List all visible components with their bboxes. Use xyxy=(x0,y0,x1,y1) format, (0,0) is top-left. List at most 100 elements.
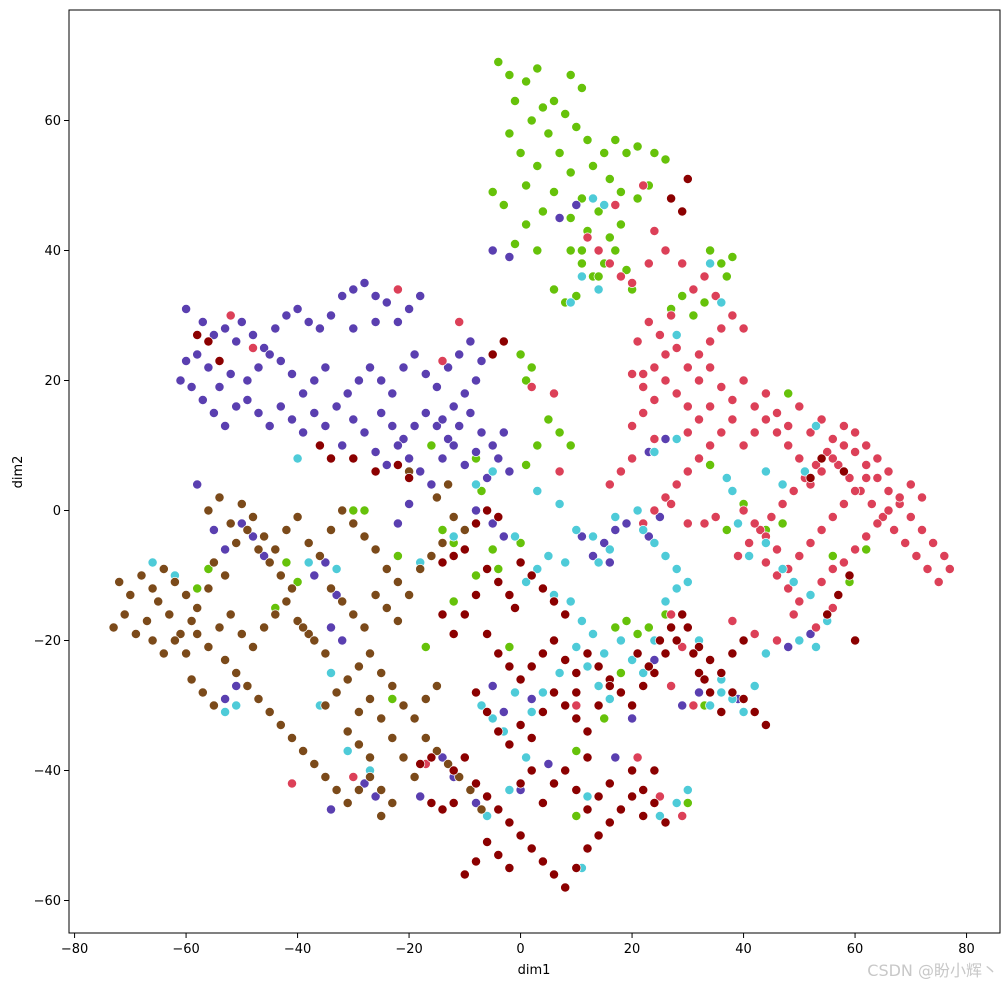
scatter-point xyxy=(576,83,587,93)
x-tick-label: 60 xyxy=(847,942,864,957)
scatter-point xyxy=(392,440,403,451)
scatter-point xyxy=(694,687,704,698)
scatter-point xyxy=(560,882,571,893)
scatter-point xyxy=(716,707,727,717)
scatter-point xyxy=(448,629,459,639)
scatter-point xyxy=(543,128,554,139)
scatter-point xyxy=(471,687,481,698)
scatter-point xyxy=(192,583,203,594)
scatter-point xyxy=(493,850,504,860)
scatter-point xyxy=(749,518,760,529)
scatter-point xyxy=(682,518,693,529)
scatter-point xyxy=(671,388,682,399)
scatter-point xyxy=(694,642,704,652)
scatter-point xyxy=(883,505,894,516)
scatter-point xyxy=(604,694,615,704)
scatter-point xyxy=(515,778,526,789)
scatter-point xyxy=(487,245,498,256)
scatter-point xyxy=(588,193,598,204)
scatter-point xyxy=(426,440,437,451)
scatter-point xyxy=(788,577,799,587)
scatter-point xyxy=(203,505,214,516)
scatter-point xyxy=(671,330,682,340)
scatter-point xyxy=(303,317,314,327)
scatter-point xyxy=(381,297,392,308)
scatter-point xyxy=(749,707,760,717)
scatter-point xyxy=(599,200,610,210)
scatter-point xyxy=(627,765,638,776)
scatter-point xyxy=(599,538,610,548)
scatter-point xyxy=(688,310,699,321)
scatter-point xyxy=(677,206,688,217)
scatter-point xyxy=(459,525,470,535)
scatter-point xyxy=(549,596,559,607)
scatter-point xyxy=(203,564,214,574)
x-tick-label: 20 xyxy=(624,942,641,957)
scatter-point xyxy=(593,681,604,691)
scatter-point xyxy=(220,694,231,704)
scatter-point xyxy=(231,538,242,548)
scatter-point xyxy=(850,486,861,496)
scatter-point xyxy=(320,557,331,568)
scatter-point xyxy=(387,421,398,431)
scatter-point xyxy=(889,525,900,535)
scatter-point xyxy=(827,551,838,561)
scatter-point xyxy=(526,661,537,672)
scatter-point xyxy=(610,135,621,145)
scatter-point xyxy=(392,317,403,327)
scatter-point xyxy=(710,291,721,301)
scatter-point xyxy=(264,349,275,360)
scatter-point xyxy=(543,551,554,561)
scatter-point xyxy=(727,616,738,626)
scatter-point xyxy=(917,492,927,503)
scatter-point xyxy=(248,642,258,652)
scatter-point xyxy=(582,661,593,672)
scatter-point xyxy=(326,668,336,678)
scatter-point xyxy=(838,421,849,431)
scatter-point xyxy=(532,440,543,451)
scatter-point xyxy=(632,648,643,659)
scatter-point xyxy=(905,479,916,490)
scatter-point xyxy=(666,193,677,204)
scatter-point xyxy=(838,440,849,451)
scatter-point xyxy=(716,297,727,308)
scatter-point xyxy=(370,447,381,457)
scatter-point xyxy=(348,505,359,516)
x-tick-label: −80 xyxy=(61,942,88,957)
scatter-point xyxy=(705,655,716,665)
scatter-point xyxy=(504,252,515,262)
scatter-point xyxy=(320,772,331,782)
scatter-point xyxy=(549,635,559,646)
scatter-point xyxy=(431,492,442,503)
scatter-point xyxy=(392,518,403,529)
scatter-point xyxy=(537,687,548,698)
scatter-point xyxy=(264,421,275,431)
scatter-point xyxy=(365,362,375,373)
scatter-point xyxy=(582,843,593,854)
scatter-point xyxy=(510,603,520,613)
scatter-point xyxy=(415,759,426,769)
scatter-point xyxy=(565,70,576,80)
scatter-point xyxy=(682,362,693,373)
scatter-point xyxy=(409,421,420,431)
scatter-point xyxy=(208,330,219,340)
scatter-point xyxy=(493,512,504,522)
scatter-point xyxy=(866,499,877,509)
scatter-point xyxy=(638,369,649,379)
scatter-point xyxy=(749,401,760,412)
scatter-point xyxy=(738,635,749,646)
scatter-point xyxy=(554,148,565,158)
scatter-point xyxy=(571,200,582,210)
scatter-point xyxy=(320,362,331,373)
scatter-point xyxy=(275,570,286,581)
scatter-point xyxy=(231,700,242,711)
scatter-point xyxy=(493,577,504,587)
scatter-point xyxy=(270,609,281,620)
scatter-point xyxy=(621,616,632,626)
scatter-point xyxy=(320,648,331,659)
scatter-point xyxy=(225,609,236,620)
scatter-point xyxy=(627,421,638,431)
scatter-point xyxy=(248,343,258,353)
scatter-point xyxy=(348,518,359,529)
scatter-point xyxy=(805,590,816,600)
